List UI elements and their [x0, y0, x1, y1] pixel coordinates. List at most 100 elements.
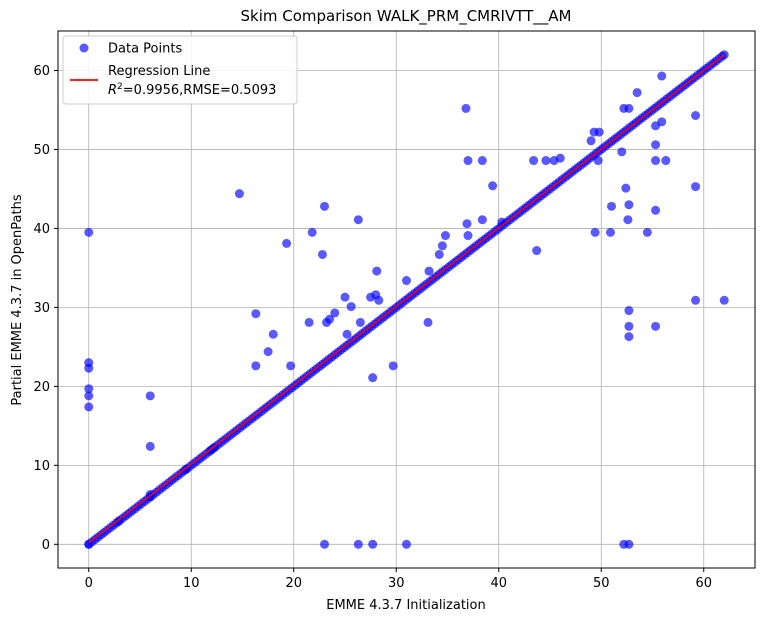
- data-point: [621, 183, 631, 193]
- data-point: [488, 181, 498, 191]
- data-point: [605, 227, 615, 237]
- y-tick-label: 20: [33, 380, 50, 395]
- data-point: [617, 147, 627, 157]
- data-point: [651, 321, 661, 331]
- data-point: [434, 249, 444, 259]
- data-point: [462, 219, 472, 229]
- data-point: [263, 347, 273, 357]
- data-point: [84, 227, 94, 237]
- data-point: [632, 88, 642, 98]
- legend: Data Points Regression Line R2=0.9956,RM…: [62, 35, 298, 105]
- legend-point-marker: [79, 43, 89, 53]
- data-point: [423, 317, 433, 327]
- data-point: [461, 103, 471, 113]
- data-point: [624, 321, 634, 331]
- y-tick-label: 30: [33, 301, 50, 316]
- data-point: [84, 402, 94, 412]
- data-point: [593, 156, 603, 166]
- grid: [58, 31, 755, 568]
- data-point: [372, 266, 382, 276]
- data-point: [586, 136, 596, 146]
- data-point: [463, 156, 473, 166]
- x-tick-label: 30: [388, 576, 405, 591]
- data-point: [346, 302, 356, 312]
- data-point: [282, 238, 292, 248]
- legend-line-label: Regression Line: [108, 64, 210, 79]
- regression-line: [88, 54, 725, 544]
- data-point: [286, 361, 296, 371]
- chart-title: Skim Comparison WALK_PRM_CMRIVTT__AM: [241, 7, 572, 26]
- data-point: [320, 201, 329, 211]
- data-point: [84, 358, 94, 368]
- data-point: [623, 215, 633, 225]
- data-point: [691, 295, 701, 305]
- data-point: [145, 391, 155, 401]
- data-point: [661, 156, 671, 166]
- data-point: [594, 127, 604, 137]
- data-point: [651, 140, 661, 150]
- data-point: [84, 391, 94, 401]
- data-point: [402, 276, 411, 286]
- y-axis-label: Partial EMME 4.3.7 in OpenPaths: [10, 194, 25, 405]
- y-tick-label: 60: [33, 64, 50, 79]
- data-point: [555, 153, 565, 163]
- x-axis-label: EMME 4.3.7 Initialization: [326, 598, 485, 613]
- data-point: [651, 205, 661, 215]
- x-tick-label: 0: [85, 576, 93, 591]
- data-point: [251, 361, 261, 371]
- data-point: [624, 306, 634, 316]
- data-point: [477, 215, 487, 225]
- y-tick-label: 40: [33, 222, 50, 237]
- data-point: [355, 317, 365, 327]
- data-point: [657, 117, 667, 127]
- legend-r2-value: =0.9956,RMSE=0.5093: [123, 83, 277, 98]
- y-tick-label: 50: [33, 143, 50, 158]
- data-point: [691, 110, 701, 120]
- data-point: [374, 295, 384, 305]
- legend-r2-symbol: R: [108, 83, 117, 98]
- y-tick-label: 10: [33, 459, 50, 474]
- x-tick-label: 60: [695, 576, 712, 591]
- data-point: [402, 539, 411, 549]
- data-point: [353, 539, 363, 549]
- data-point: [532, 246, 542, 256]
- data-point: [234, 189, 244, 199]
- data-point: [388, 361, 398, 371]
- data-point: [437, 241, 447, 251]
- data-point: [317, 249, 327, 259]
- data-point: [651, 156, 661, 166]
- data-point: [342, 329, 352, 339]
- data-point: [330, 308, 340, 318]
- legend-box: [62, 35, 298, 105]
- axis-ticks: 0 10 20 30 40 50 60 0 10 20 30 40 50 60: [33, 64, 712, 591]
- data-point: [440, 231, 450, 241]
- x-tick-label: 50: [593, 576, 610, 591]
- data-point: [353, 215, 363, 225]
- data-point: [84, 384, 94, 394]
- y-tick-label: 0: [42, 538, 50, 553]
- data-point: [325, 314, 335, 324]
- data-point: [145, 441, 155, 451]
- data-point: [368, 539, 378, 549]
- x-tick-label: 40: [490, 576, 507, 591]
- data-point: [607, 201, 616, 211]
- data-point: [691, 182, 701, 192]
- data-point: [541, 156, 551, 166]
- data-point: [624, 332, 634, 342]
- legend-line-stats: R2=0.9956,RMSE=0.5093: [108, 82, 276, 98]
- data-point: [304, 317, 314, 327]
- data-point: [624, 103, 634, 113]
- legend-points-label: Data Points: [108, 42, 182, 57]
- data-point: [477, 156, 487, 166]
- data-point: [84, 539, 94, 549]
- data-point: [268, 329, 278, 339]
- data-point: [424, 266, 434, 276]
- x-tick-label: 10: [183, 576, 200, 591]
- data-point: [251, 309, 261, 319]
- data-point: [307, 227, 317, 237]
- x-tick-label: 20: [285, 576, 302, 591]
- data-point: [463, 231, 473, 241]
- regression-line-layer: [88, 54, 725, 544]
- legend-r2-exponent: 2: [117, 82, 123, 92]
